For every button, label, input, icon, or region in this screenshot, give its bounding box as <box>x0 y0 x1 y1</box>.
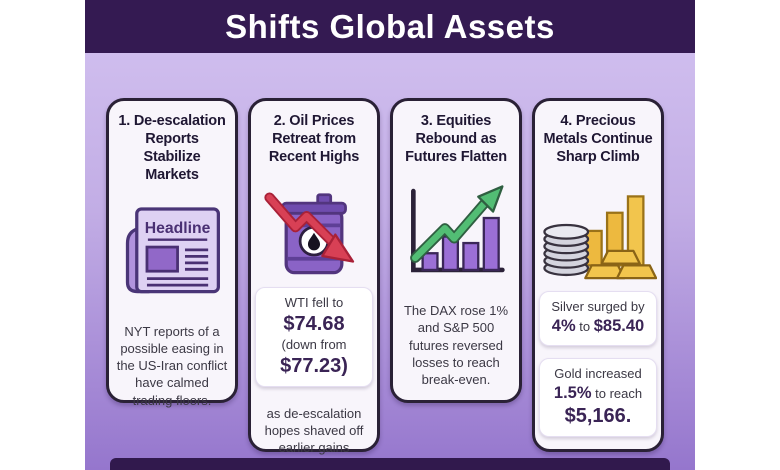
newspaper-headline-label: Headline <box>145 220 211 237</box>
wti-value2: $77.23) <box>280 354 348 377</box>
card-equities: 3. Equities Rebound as Futures Flatten T… <box>390 98 522 403</box>
gold-percent: 1.5% <box>553 383 592 402</box>
card-de-escalation: 1. De-escalation Reports Stabilize Marke… <box>106 98 238 408</box>
wti-value1: $74.68 <box>283 312 345 335</box>
card-oil-prices: 2. Oil Prices Retreat from Recent Highs <box>248 98 380 455</box>
card-body-text: NYT reports of a possible easing in the … <box>116 323 228 408</box>
wti-stat-box: WTI fell to $74.68 (down from $77.23) <box>255 286 373 387</box>
card-precious-metals: 4. Precious Metals Continue Sharp Climb <box>532 98 664 452</box>
silver-mid: to <box>575 319 594 335</box>
gold-price: $5,166. <box>564 405 632 427</box>
silver-prefix: Silver surged by <box>551 299 645 315</box>
oil-price-decline-icon <box>258 179 370 281</box>
silver-percent: 4% <box>551 317 576 336</box>
silver-coin-stack <box>543 223 590 277</box>
gold-stat-box: Gold increased 1.5% to reach $5,166. <box>539 357 657 437</box>
footer-bar <box>110 458 670 470</box>
page-title: Shifts Global Assets <box>225 7 555 45</box>
gold-mid: to reach <box>591 385 643 401</box>
main-area: 1. De-escalation Reports Stabilize Marke… <box>85 53 695 470</box>
card-body-text: The DAX rose 1% and S&P 500 futures reve… <box>403 303 509 387</box>
wti-line2: (down from <box>281 336 347 352</box>
card-heading: 1. De-escalation Reports Stabilize Marke… <box>118 113 226 183</box>
gold-prefix: Gold increased <box>554 365 642 381</box>
gold-ingots <box>584 249 657 280</box>
oil-footnote: as de-escalation hopes shaved off earlie… <box>264 405 364 455</box>
card-heading: 2. Oil Prices Retreat from Recent Highs <box>268 113 360 165</box>
silver-stat-box: Silver surged by 4% to $85.40 <box>539 291 657 346</box>
newspaper-icon: Headline <box>116 197 228 299</box>
wti-line1: WTI fell to <box>284 294 344 310</box>
card-heading: 3. Equities Rebound as Futures Flatten <box>405 113 507 165</box>
silver-price: $85.40 <box>593 317 645 336</box>
card-heading: 4. Precious Metals Continue Sharp Climb <box>543 113 653 165</box>
header-banner: Shifts Global Assets <box>85 0 695 53</box>
content-panel: Shifts Global Assets 1. De-escalation Re… <box>85 0 695 470</box>
equities-rebound-icon <box>400 179 512 282</box>
precious-metals-icon <box>539 179 657 281</box>
